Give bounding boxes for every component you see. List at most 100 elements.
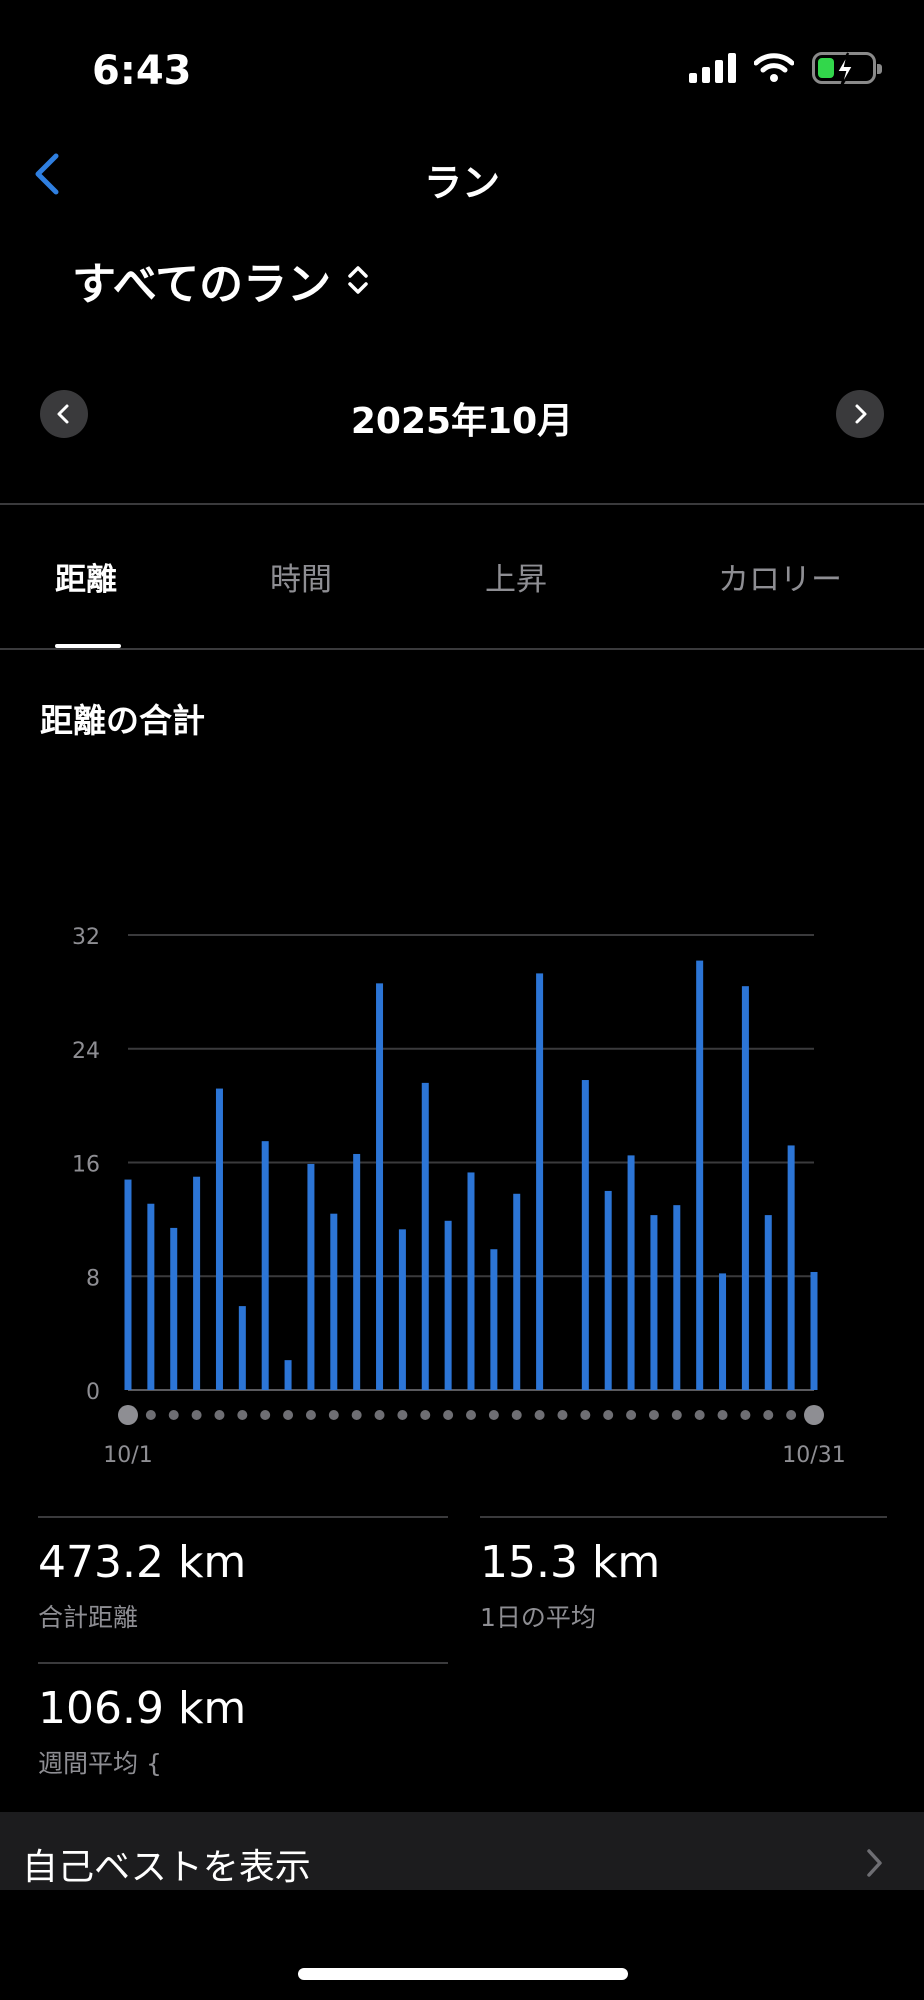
chart-bar — [513, 1193, 521, 1390]
day-marker — [145, 1410, 156, 1420]
day-marker — [648, 1410, 659, 1420]
daily-average-label: 1日の平均 — [480, 1603, 596, 1632]
chevron-right-icon — [855, 404, 867, 424]
chevron-left-icon — [57, 404, 69, 424]
chart-bar — [490, 1249, 498, 1390]
tab-elevation[interactable]: 上昇 — [485, 562, 547, 598]
day-marker — [118, 1405, 138, 1425]
chart-bar — [719, 1273, 727, 1390]
home-indicator — [298, 1968, 628, 1980]
x-end-label: 10/31 — [782, 1443, 845, 1468]
x-start-label: 10/1 — [103, 1443, 152, 1468]
chevron-left-icon — [35, 153, 59, 195]
daily-average-stat: 15.3 km 1日の平均 — [480, 1516, 887, 1634]
chart-bar — [536, 973, 544, 1390]
month-navigator: 2025年10月 — [0, 388, 924, 442]
day-marker — [191, 1410, 202, 1420]
status-time: 6:43 — [92, 48, 192, 94]
section-title: 距離の合計 — [40, 701, 205, 740]
y-tick-label: 32 — [72, 925, 100, 950]
total-distance-stat: 473.2 km 合計距離 — [38, 1516, 448, 1634]
chart-bar — [444, 1220, 452, 1390]
chart-bar — [673, 1205, 681, 1390]
day-marker — [626, 1410, 637, 1420]
chart-bar — [147, 1203, 155, 1390]
day-marker — [786, 1410, 797, 1420]
day-marker — [717, 1410, 728, 1420]
chart-bar — [261, 1141, 269, 1390]
run-filter-selector[interactable]: すべてのラン — [72, 248, 371, 312]
chart-bar — [467, 1172, 475, 1390]
personal-best-row[interactable]: 自己ベストを表示 — [0, 1812, 924, 1890]
previous-month-button[interactable] — [40, 390, 88, 438]
day-marker — [214, 1410, 225, 1420]
battery-icon — [812, 52, 882, 88]
metric-tabs: 距離 時間 上昇 カロリー — [0, 504, 924, 650]
divider — [0, 648, 924, 650]
weekly-average-label: 週間平均 { — [38, 1749, 162, 1778]
chart-bar — [398, 1229, 406, 1390]
tab-distance[interactable]: 距離 — [55, 562, 117, 598]
chevron-right-icon — [867, 1849, 882, 1877]
distance-bar-chart: 0 8 16 24 32 10/1 10/31 — [72, 925, 846, 1468]
divider — [0, 503, 924, 505]
day-marker — [237, 1410, 248, 1420]
y-tick-label: 0 — [86, 1380, 100, 1405]
chevron-up-down-icon — [348, 266, 368, 294]
chart-bar — [124, 1179, 132, 1390]
chart-bar — [627, 1155, 635, 1390]
day-marker — [466, 1410, 476, 1420]
y-tick-label: 8 — [86, 1266, 100, 1291]
day-marker — [511, 1410, 522, 1420]
run-filter-label: すべてのラン — [72, 259, 332, 310]
chart-bar — [650, 1215, 658, 1390]
chart-bar — [307, 1163, 315, 1390]
day-marker — [580, 1410, 591, 1420]
chart-bar — [696, 960, 704, 1390]
chart-bar — [330, 1213, 338, 1390]
chart-bar — [787, 1145, 795, 1390]
day-marker — [168, 1410, 179, 1420]
active-tab-indicator — [55, 644, 121, 648]
day-marker — [443, 1410, 454, 1420]
next-month-button[interactable] — [836, 390, 884, 438]
day-marker — [374, 1410, 385, 1420]
tab-calories[interactable]: カロリー — [718, 562, 842, 598]
chart-bar — [215, 1088, 223, 1390]
total-distance-value: 473.2 km — [38, 1537, 247, 1588]
chart-bar — [741, 986, 749, 1390]
personal-best-label: 自己ベストを表示 — [22, 1847, 311, 1888]
day-marker — [557, 1410, 568, 1420]
chart-bar — [238, 1306, 246, 1390]
back-button[interactable] — [28, 150, 68, 198]
day-marker — [397, 1410, 408, 1420]
wifi-icon — [754, 53, 794, 82]
day-marker — [763, 1410, 774, 1420]
day-marker — [671, 1410, 682, 1420]
day-marker — [488, 1410, 499, 1420]
chart-bar — [353, 1153, 361, 1390]
status-icons — [689, 52, 882, 88]
day-marker — [534, 1410, 545, 1420]
chart-bar — [581, 1080, 589, 1390]
day-marker — [283, 1410, 294, 1420]
chart-bar — [284, 1360, 292, 1390]
total-distance-label: 合計距離 — [38, 1603, 139, 1632]
day-marker — [603, 1410, 614, 1420]
chart-bar — [810, 1271, 818, 1390]
day-marker — [740, 1410, 751, 1420]
chart-bar — [764, 1215, 772, 1390]
y-tick-label: 16 — [72, 1153, 100, 1178]
day-marker — [351, 1410, 362, 1420]
month-label: 2025年10月 — [350, 401, 574, 442]
tab-time[interactable]: 時間 — [270, 562, 332, 598]
page-title: ラン — [423, 161, 500, 205]
weekly-average-stat: 106.9 km 週間平均 { — [38, 1662, 448, 1780]
day-marker — [804, 1405, 824, 1425]
y-tick-label: 24 — [72, 1039, 100, 1064]
weekly-average-value: 106.9 km — [38, 1683, 247, 1734]
daily-average-value: 15.3 km — [480, 1537, 661, 1588]
chart-bar — [376, 983, 384, 1390]
day-marker — [305, 1410, 316, 1420]
chart-bar — [604, 1190, 612, 1390]
